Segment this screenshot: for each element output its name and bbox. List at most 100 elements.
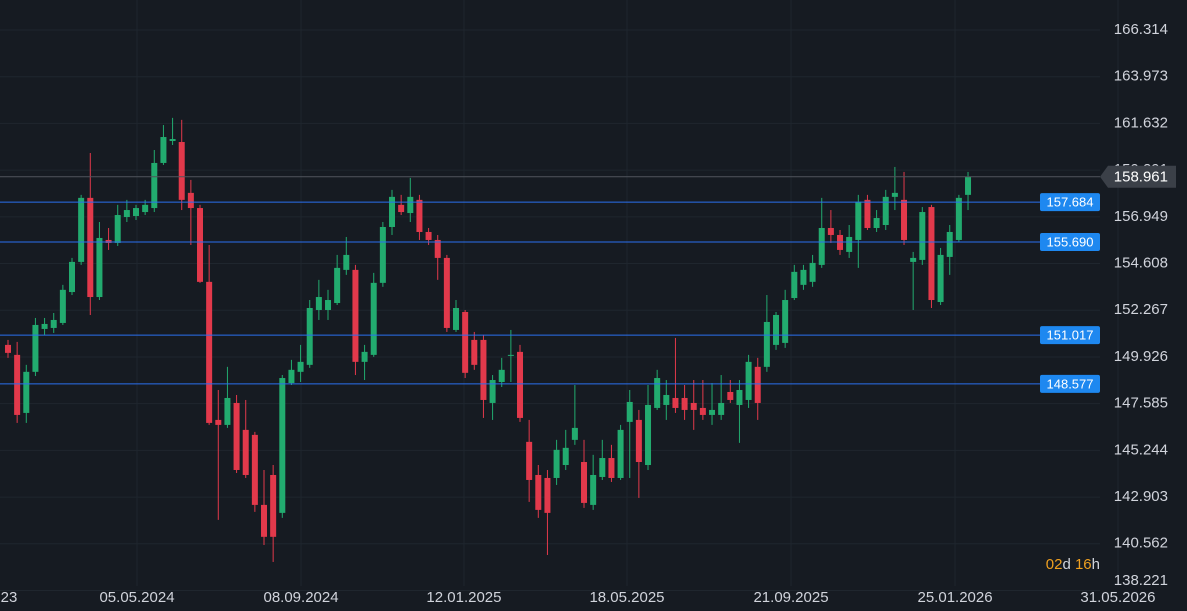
candle-body (325, 300, 332, 310)
candle-body (425, 231, 432, 240)
candle-body (745, 361, 752, 400)
candle-body (526, 441, 533, 480)
candle-body (96, 237, 103, 298)
candle-body (233, 402, 240, 470)
candle-body (270, 474, 277, 537)
y-tick-label: 152.267 (1114, 301, 1168, 318)
candle-body (882, 196, 889, 226)
marks (0, 117, 1100, 562)
candle-body (599, 458, 606, 477)
candle-body (791, 271, 798, 299)
y-tick-label: 149.926 (1114, 348, 1168, 365)
candle-body (681, 397, 688, 410)
candle-body (517, 351, 524, 418)
candle-body (123, 210, 130, 218)
candle-body (151, 162, 158, 209)
candle-body (782, 300, 789, 343)
candle-body (498, 369, 505, 383)
countdown-hours-unit: h (1092, 556, 1100, 573)
countdown: 02d 16h (1046, 556, 1100, 573)
candle-body (471, 339, 478, 365)
candle-body (617, 429, 624, 478)
candle-body (480, 339, 487, 400)
x-tick-label: 08.09.2024 (263, 589, 338, 606)
x-tick-label: 31.05.2026 (1080, 589, 1155, 606)
current-price-box (1100, 165, 1176, 188)
candle-body (453, 307, 460, 330)
candle-body (827, 227, 834, 235)
x-tick-label: 05.05.2024 (99, 589, 174, 606)
y-tick-label: 142.903 (1114, 488, 1168, 505)
candle-body (571, 427, 578, 440)
candle-body (242, 429, 249, 475)
candle-body (187, 192, 194, 209)
countdown-hours: 16 (1075, 556, 1092, 573)
candle-body (535, 474, 542, 510)
candle-body (727, 391, 734, 400)
candle-body (901, 199, 908, 240)
candle-body (215, 419, 222, 425)
y-tick-label: 161.632 (1114, 114, 1168, 131)
candle-body (846, 236, 853, 252)
candle-body (763, 321, 770, 367)
candle-body (855, 201, 862, 240)
y-tick-label: 154.608 (1114, 255, 1168, 272)
candle-body (663, 394, 670, 405)
candle-body (14, 354, 21, 415)
candle-body (562, 447, 569, 466)
candle-body (937, 254, 944, 303)
x-tick-label: 23 (1, 589, 18, 606)
candle-body (553, 449, 560, 478)
current-price-label: 158.961 (1114, 169, 1168, 186)
candle-body (41, 323, 48, 329)
candle-body (434, 239, 441, 258)
y-tick-label: 163.973 (1114, 68, 1168, 85)
level-label-box (1040, 232, 1100, 251)
candle-body (169, 139, 176, 142)
x-tick-label: 12.01.2025 (426, 589, 501, 606)
candle-body (315, 297, 322, 310)
candle-body (379, 226, 386, 283)
candle-body (873, 218, 880, 228)
candle-body (809, 262, 816, 282)
candle-body (608, 458, 615, 478)
candle-body (718, 402, 725, 415)
candle-body (352, 269, 359, 362)
candle-body (672, 397, 679, 408)
candle-body (297, 361, 304, 372)
candle-body (645, 404, 652, 466)
overlay: 23 05.05.2024 08.09.2024 12.01.2025 18.05.20… (1, 21, 1176, 606)
candle-body (133, 208, 140, 217)
level-label-box (1040, 193, 1100, 212)
level-label: 151.017 (1047, 328, 1094, 343)
candle-body (370, 282, 377, 355)
candle-body (197, 208, 204, 282)
y-tick-label: 140.562 (1114, 535, 1168, 552)
candle-body (306, 307, 313, 365)
candle-body (507, 354, 514, 356)
countdown-days: 02 (1046, 556, 1063, 573)
candle-body (489, 380, 496, 403)
candle-body (462, 311, 469, 373)
candle-body (736, 389, 743, 405)
level-label: 155.690 (1047, 234, 1094, 249)
y-tick-label: 145.244 (1114, 441, 1168, 458)
candle-body (142, 204, 149, 213)
x-tick-label: 18.05.2025 (589, 589, 664, 606)
x-tick-label: 21.09.2025 (753, 589, 828, 606)
candle-body (773, 314, 780, 345)
y-tick-label: 156.949 (1114, 208, 1168, 225)
candle-body (709, 409, 716, 415)
candle-body (23, 371, 30, 413)
candle-body (50, 319, 57, 328)
candle-body (389, 196, 396, 227)
candle-body (581, 462, 588, 503)
candle-body (334, 267, 341, 304)
y-tick-label: 147.585 (1114, 395, 1168, 412)
candle-body (114, 215, 121, 243)
candle-body (398, 204, 405, 213)
candle-body (919, 212, 926, 260)
candle-body (59, 289, 66, 323)
